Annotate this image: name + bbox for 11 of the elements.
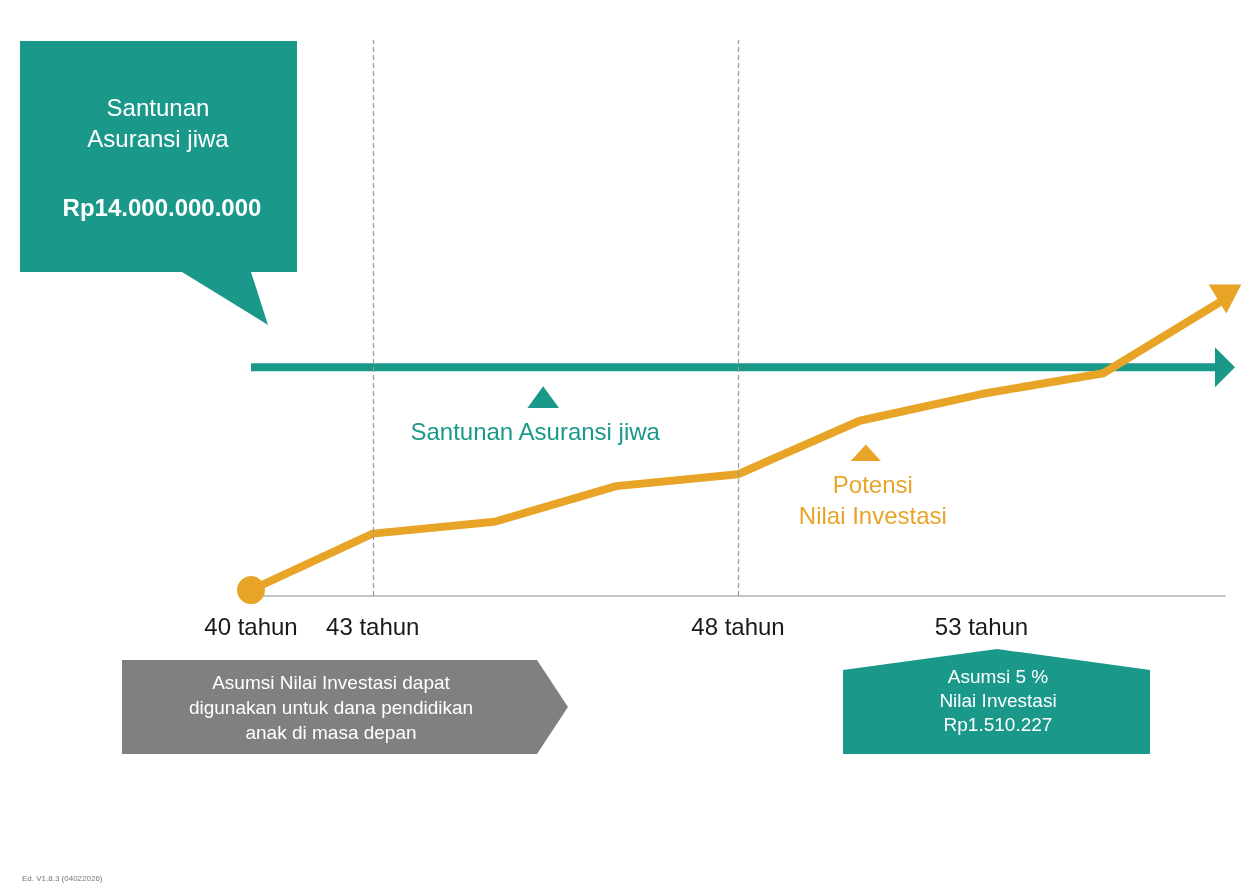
x-tick-label: 40 tahun [204,612,298,640]
text: Ed. V1.8.3 (04022026) [22,874,103,884]
x-tick-label: 43 tahun [326,612,420,640]
text: Asumsi 5 % Nilai Investasi Rp1.510.227 [938,665,1058,737]
text: Rp14.000.000.000 [62,193,262,223]
legend-label: Potensi Nilai Investasi [798,469,947,531]
x-tick-label: 53 tahun [934,612,1029,640]
text: Santunan Asuransi jiwa [86,93,230,154]
text: Asumsi Nilai Investasi dapat digunakan untuk dana pendidikan anak di masa depan [187,671,475,745]
x-tick-label: 48 tahun [691,612,785,640]
legend-label: Santunan Asuransi jiwa [410,416,660,447]
